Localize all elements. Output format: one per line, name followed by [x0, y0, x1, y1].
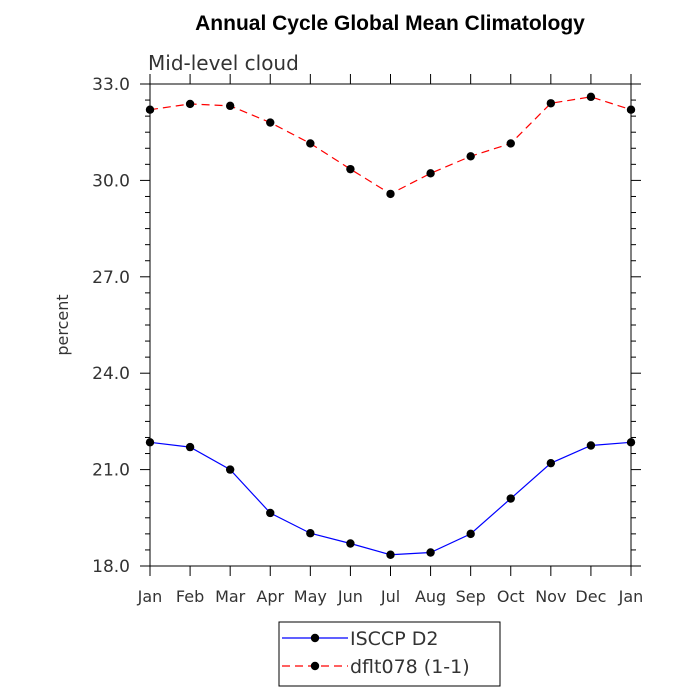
legend-label-1: dflt078 (1-1): [350, 656, 470, 678]
data-point: [346, 539, 355, 548]
data-point: [506, 494, 515, 503]
x-tick-label: Apr: [256, 587, 284, 606]
data-point: [386, 189, 395, 199]
series-line-1: [149, 96, 632, 195]
data-point: [546, 458, 556, 468]
x-tick-label: Jan: [137, 587, 163, 606]
plot-frame: [149, 83, 632, 567]
data-point: [225, 465, 235, 474]
x-tick-label: Oct: [497, 587, 525, 606]
y-tick-label: 24.0: [92, 364, 130, 384]
chart-subtitle: Mid-level cloud: [148, 51, 299, 75]
x-tick-label: Dec: [575, 587, 606, 606]
series-line-0: [149, 441, 632, 556]
data-point: [546, 99, 556, 108]
data-point: [586, 92, 596, 102]
y-tick-label: 33.0: [92, 75, 130, 95]
data-point: [145, 438, 155, 447]
data-point: [506, 139, 515, 148]
data-point: [626, 105, 636, 114]
data-point: [466, 152, 475, 161]
y-tick-label: 30.0: [92, 171, 130, 191]
legend-marker-1: [310, 661, 320, 671]
legend-marker-0: [310, 633, 320, 643]
series-group: [145, 92, 636, 559]
data-point: [386, 550, 395, 559]
y-axis-label: percent: [53, 294, 72, 355]
x-tick-label: Feb: [176, 587, 204, 606]
y-tick-label: 27.0: [92, 268, 130, 288]
data-point: [306, 529, 315, 538]
x-tick-label: Sep: [456, 587, 486, 606]
data-point: [466, 529, 475, 539]
y-tick-label: 21.0: [92, 461, 130, 481]
legend: ISCCP D2 dflt078 (1-1): [278, 621, 501, 687]
data-point: [185, 99, 195, 109]
data-point: [185, 442, 195, 452]
data-point: [266, 508, 275, 518]
x-tick-label: Nov: [535, 587, 566, 606]
data-point: [426, 169, 435, 178]
data-point: [266, 118, 275, 127]
x-tick-label: Jan: [618, 587, 644, 606]
x-tick-label: Aug: [415, 587, 446, 606]
data-point: [586, 441, 596, 450]
data-point: [626, 438, 636, 447]
axis-ticks: 18.0 21.0 24.0 27.0 30.0 33.0 Jan Feb Mar Apr May J…: [92, 74, 643, 606]
chart-title: Annual Cycle Global Mean Climatology: [195, 12, 585, 35]
x-tick-label: Mar: [215, 587, 246, 606]
data-point: [346, 164, 355, 174]
data-point: [145, 105, 155, 114]
legend-label-0: ISCCP D2: [350, 628, 438, 650]
y-tick-label: 18.0: [92, 557, 130, 577]
data-point: [306, 139, 315, 148]
data-point: [225, 101, 235, 111]
data-point: [426, 548, 435, 557]
x-tick-label: Jul: [380, 587, 400, 606]
x-tick-label: May: [294, 587, 327, 606]
x-tick-label: Jun: [337, 587, 363, 606]
legend-box: [278, 621, 501, 687]
